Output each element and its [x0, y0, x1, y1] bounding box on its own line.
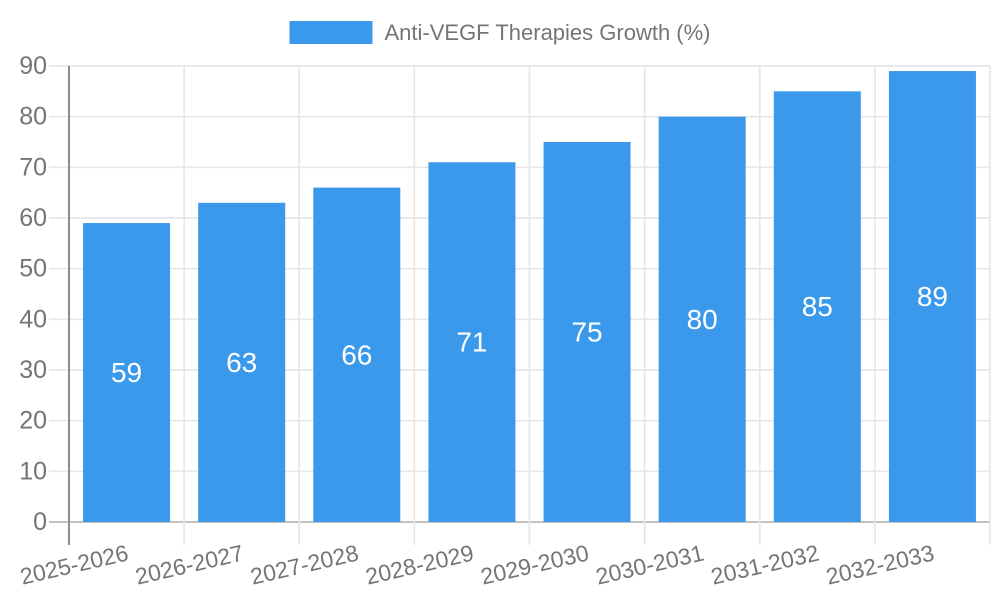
bar-value-label: 71: [456, 327, 487, 358]
chart-legend[interactable]: Anti-VEGF Therapies Growth (%): [289, 20, 711, 45]
x-tick-label: 2026-2027: [133, 540, 246, 590]
x-tick-label: 2031-2032: [708, 540, 821, 590]
y-tick-label: 10: [19, 457, 47, 485]
bar-2029-2030[interactable]: [543, 142, 631, 522]
x-tick-label: 2029-2030: [478, 540, 591, 590]
bar-2032-2033[interactable]: [888, 71, 976, 523]
bar-value-label: 66: [341, 339, 372, 370]
y-tick-label: 40: [19, 305, 47, 333]
bar-value-label: 63: [226, 347, 257, 378]
y-tick-label: 0: [33, 508, 47, 536]
x-tick-label: 2027-2028: [248, 540, 361, 590]
x-tick-label: 2028-2029: [363, 540, 476, 590]
y-tick-label: 70: [19, 153, 47, 181]
y-tick-label: 30: [19, 356, 47, 384]
bar-value-label: 89: [917, 281, 948, 312]
bar-2030-2031[interactable]: [658, 116, 746, 523]
bar-value-label: 59: [111, 357, 142, 388]
y-tick-label: 20: [19, 407, 47, 435]
y-tick-label: 90: [19, 52, 47, 80]
bar-2028-2029[interactable]: [428, 162, 516, 522]
bar-value-label: 85: [802, 291, 833, 322]
bar-2026-2027[interactable]: [198, 202, 286, 523]
bar-2025-2026[interactable]: [83, 223, 171, 523]
y-tick-label: 60: [19, 204, 47, 232]
x-tick-label: 2032-2033: [824, 540, 937, 590]
x-tick-label: 2030-2031: [593, 540, 706, 590]
y-tick-label: 50: [19, 255, 47, 283]
legend-label: Anti-VEGF Therapies Growth (%): [384, 20, 711, 45]
bar-value-label: 80: [687, 304, 718, 335]
y-tick-label: 80: [19, 103, 47, 131]
legend-swatch: [289, 21, 373, 44]
bar-2031-2032[interactable]: [773, 91, 861, 522]
x-tick-label: 2025-2026: [18, 540, 131, 590]
bar-2027-2028[interactable]: [313, 187, 401, 522]
bar-value-label: 75: [571, 317, 602, 348]
